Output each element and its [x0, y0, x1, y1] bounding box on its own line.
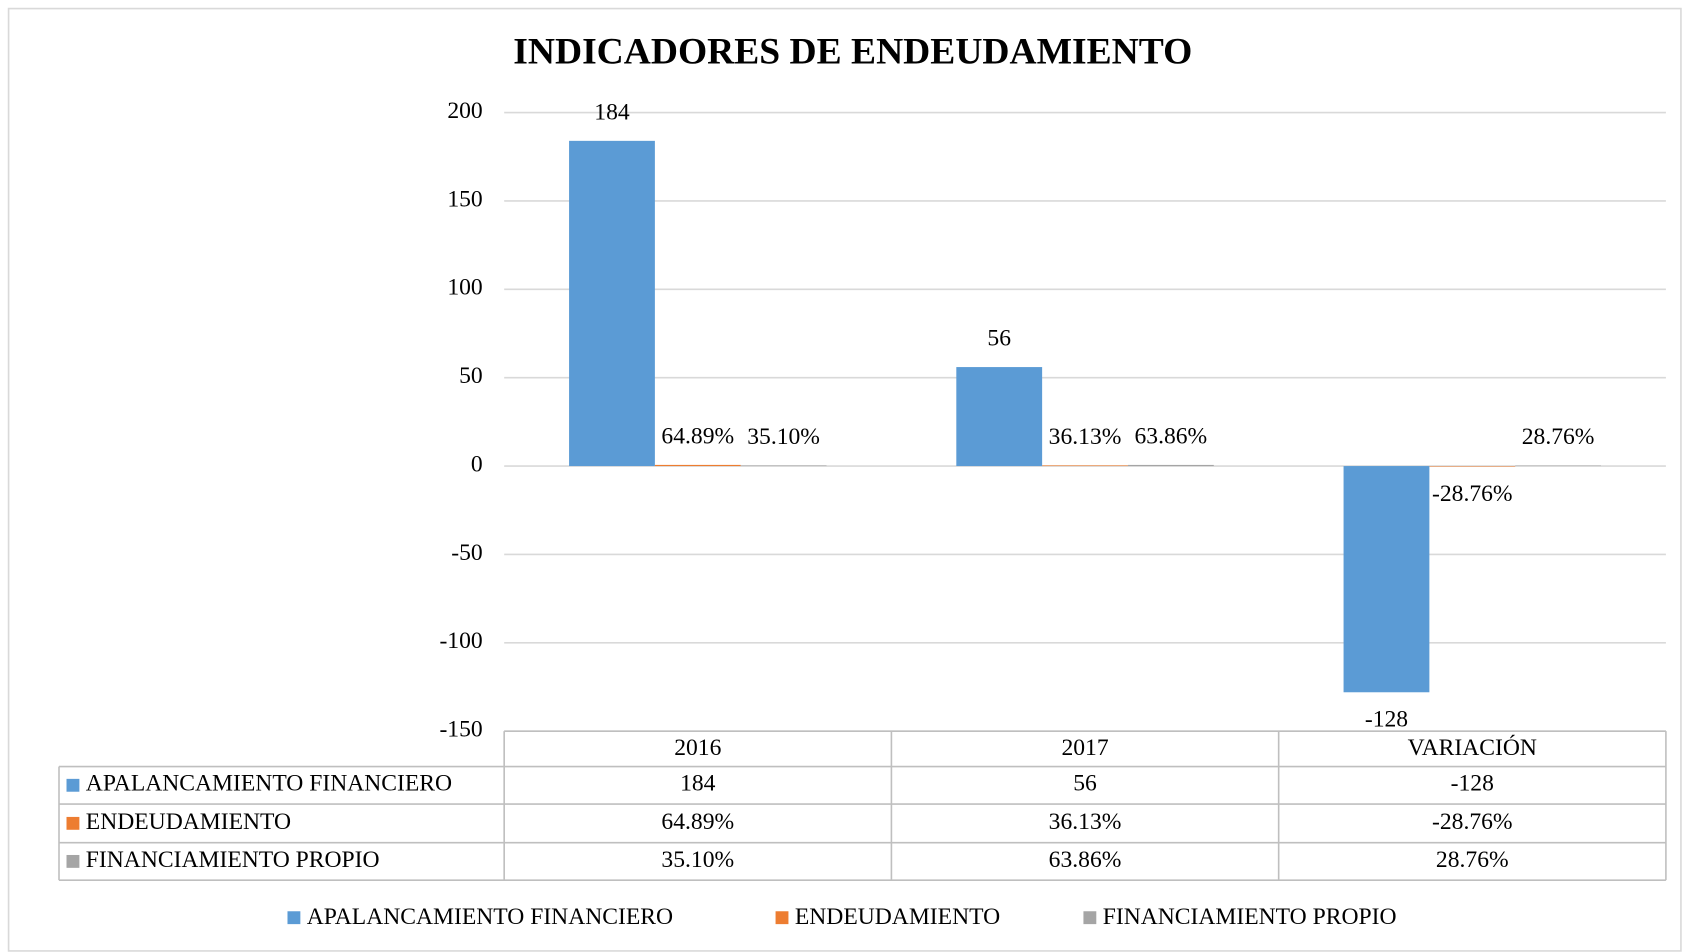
bar	[740, 465, 827, 467]
data-label: 64.89%	[661, 424, 734, 450]
x-tick-label: VARIACIÓN	[1408, 734, 1537, 761]
y-tick-label: 200	[447, 98, 482, 124]
y-tick-label: -150	[439, 717, 482, 743]
legend-label: FINANCIAMIENTO PROPIO	[1103, 904, 1397, 930]
table-cell: -28.76%	[1432, 809, 1513, 835]
table-cell: 184	[680, 771, 716, 797]
table-legend-key	[66, 816, 80, 830]
legend-label: APALANCAMIENTO FINANCIERO	[307, 904, 673, 930]
bar	[569, 140, 655, 467]
legend-label: ENDEUDAMIENTO	[795, 904, 1000, 930]
data-label: -28.76%	[1432, 481, 1513, 507]
table-row-header: FINANCIAMIENTO PROPIO	[86, 847, 380, 873]
data-label: 36.13%	[1049, 424, 1122, 450]
bar	[956, 367, 1043, 467]
y-tick-label: -100	[439, 628, 482, 654]
data-label: 56	[987, 326, 1011, 352]
data-label: 35.10%	[747, 424, 820, 450]
data-label: 184	[594, 99, 630, 125]
y-tick-label: 50	[459, 363, 483, 389]
legend-key	[775, 911, 789, 925]
table-cell: 28.76%	[1436, 847, 1509, 873]
table-cell: 36.13%	[1049, 809, 1122, 835]
bar	[1429, 466, 1516, 467]
y-tick-label: 150	[447, 186, 482, 212]
table-legend-key	[66, 854, 80, 868]
x-tick-label: 2017	[1061, 735, 1108, 761]
table-cell: 35.10%	[661, 847, 734, 873]
legend-key	[287, 911, 301, 925]
x-tick-label: 2016	[674, 735, 721, 761]
data-label: 63.86%	[1134, 424, 1207, 450]
data-label: -128	[1365, 707, 1408, 733]
table-row-header: ENDEUDAMIENTO	[86, 809, 291, 835]
table-row-header: APALANCAMIENTO FINANCIERO	[86, 771, 452, 797]
data-label: 28.76%	[1522, 424, 1595, 450]
table-legend-key	[66, 778, 80, 792]
bar	[1127, 464, 1214, 467]
table-cell: -128	[1451, 771, 1494, 797]
table-cell: 63.86%	[1049, 847, 1122, 873]
bar	[654, 464, 741, 467]
bar	[1343, 466, 1430, 693]
legend-key	[1083, 911, 1097, 925]
chart-title: INDICADORES DE ENDEUDAMIENTO	[513, 31, 1192, 72]
y-tick-label: 0	[471, 451, 483, 477]
bar	[1515, 465, 1602, 467]
y-tick-label: -50	[451, 540, 482, 566]
table-cell: 64.89%	[661, 809, 734, 835]
y-tick-label: 100	[447, 275, 482, 301]
bar	[1042, 465, 1128, 467]
table-cell: 56	[1073, 771, 1097, 797]
